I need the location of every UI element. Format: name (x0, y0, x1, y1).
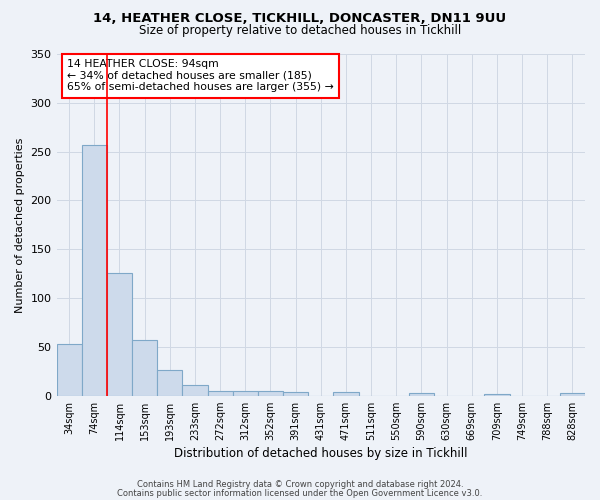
Text: Contains HM Land Registry data © Crown copyright and database right 2024.: Contains HM Land Registry data © Crown c… (137, 480, 463, 489)
Bar (107, 272, 132, 396)
X-axis label: Distribution of detached houses by size in Tickhill: Distribution of detached houses by size … (174, 447, 467, 460)
Bar (484, 394, 509, 396)
Bar (233, 391, 258, 396)
Bar (560, 393, 585, 396)
Bar (82, 145, 107, 396)
Text: 14, HEATHER CLOSE, TICKHILL, DONCASTER, DN11 9UU: 14, HEATHER CLOSE, TICKHILL, DONCASTER, … (94, 12, 506, 26)
Bar (258, 391, 283, 396)
Bar (56, 344, 82, 396)
Bar (409, 393, 434, 396)
Bar (283, 392, 308, 396)
Bar (157, 370, 182, 396)
Text: Contains public sector information licensed under the Open Government Licence v3: Contains public sector information licen… (118, 488, 482, 498)
Bar (182, 385, 208, 396)
Y-axis label: Number of detached properties: Number of detached properties (15, 137, 25, 312)
Bar (208, 391, 233, 396)
Text: Size of property relative to detached houses in Tickhill: Size of property relative to detached ho… (139, 24, 461, 37)
Bar (132, 340, 157, 396)
Bar (334, 392, 359, 396)
Text: 14 HEATHER CLOSE: 94sqm
← 34% of detached houses are smaller (185)
65% of semi-d: 14 HEATHER CLOSE: 94sqm ← 34% of detache… (67, 59, 334, 92)
